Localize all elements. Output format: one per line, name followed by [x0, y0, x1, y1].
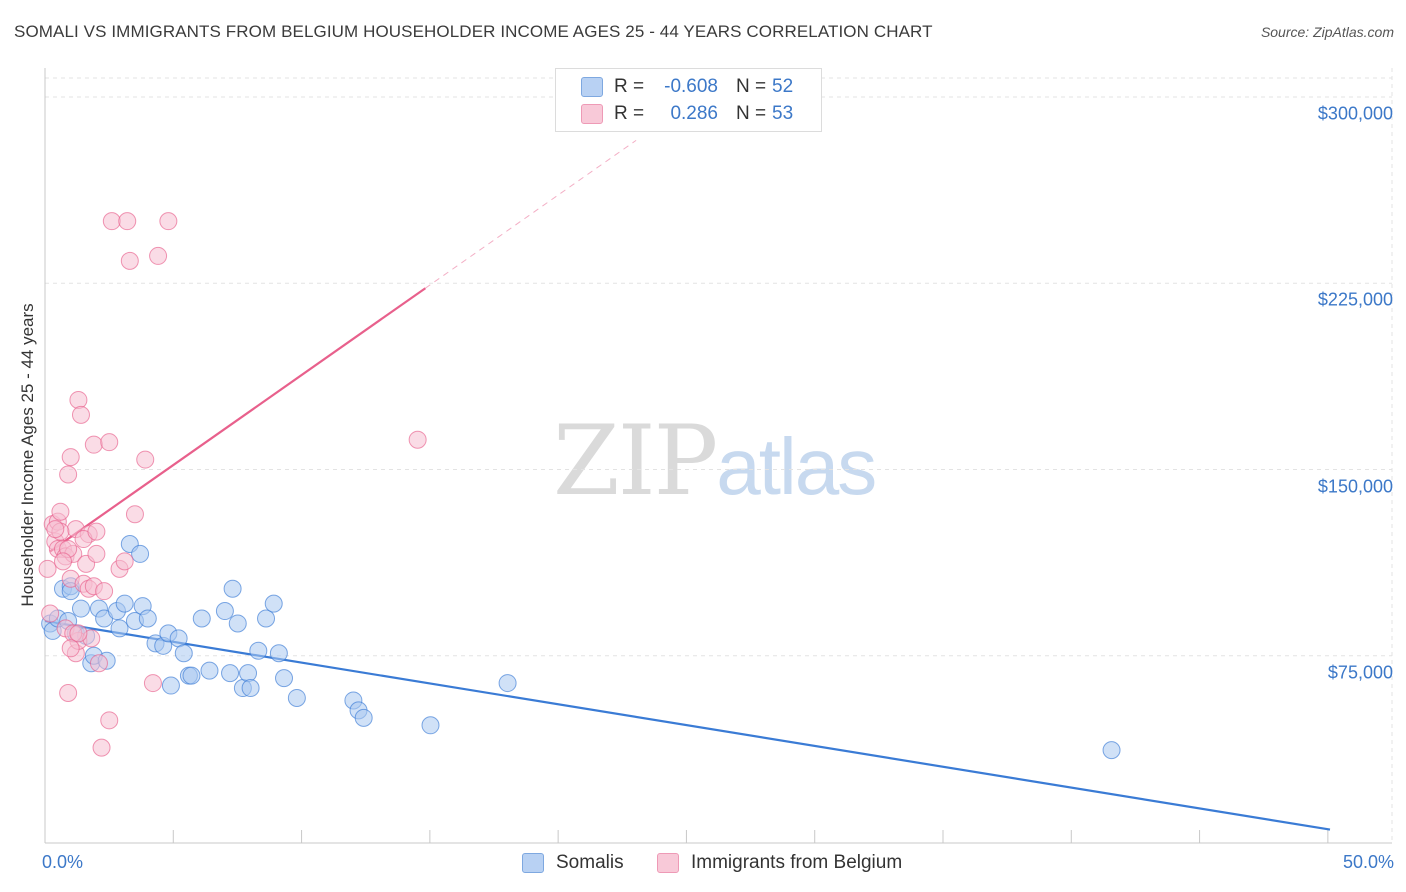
- legend-n-value: 53: [772, 103, 794, 124]
- y-tick-label: $150,000: [1317, 476, 1393, 496]
- watermark-atlas: atlas: [716, 422, 877, 511]
- point-belgium: [59, 684, 78, 702]
- point-belgium: [120, 251, 139, 270]
- trend-line-belgium: [49, 287, 426, 553]
- legend-stats: R = -0.608 N = 52 R = 0.286 N = 53: [555, 68, 822, 132]
- legend-row-belgium: R = 0.286 N = 53: [556, 101, 821, 127]
- point-belgium: [46, 520, 65, 539]
- point-somalis: [192, 609, 211, 628]
- x-tick-label-max: 50.0%: [1342, 852, 1394, 872]
- point-somalis: [228, 614, 247, 633]
- legend-swatch-somalis: [581, 77, 603, 97]
- point-belgium: [136, 450, 155, 469]
- data-points: [38, 212, 1121, 760]
- legend-label-somalis: Somalis: [556, 852, 624, 873]
- point-somalis: [275, 669, 294, 688]
- point-belgium: [51, 502, 70, 521]
- point-somalis: [354, 708, 373, 727]
- point-belgium: [53, 552, 72, 571]
- legend-r-label: R =: [614, 76, 645, 97]
- legend-n-value: 52: [772, 76, 794, 97]
- point-somalis: [138, 609, 157, 628]
- point-somalis: [215, 602, 234, 621]
- axes: [44, 68, 1392, 844]
- point-somalis: [241, 679, 260, 698]
- point-somalis: [174, 644, 193, 663]
- point-belgium: [61, 639, 80, 658]
- point-belgium: [100, 433, 119, 452]
- point-somalis: [161, 676, 180, 695]
- point-belgium: [115, 552, 134, 571]
- legend-n-label: N =: [736, 76, 767, 97]
- legend-label-belgium: Immigrants from Belgium: [691, 852, 903, 873]
- watermark-zip: ZIP: [553, 405, 718, 517]
- point-somalis: [200, 661, 219, 680]
- y-tick-label: $75,000: [1327, 662, 1393, 683]
- point-belgium: [95, 582, 114, 601]
- point-belgium: [61, 448, 80, 467]
- x-tick-label-min: 0.0%: [42, 852, 84, 872]
- legend-n-label: N =: [736, 103, 767, 124]
- legend-swatch-belgium: [657, 853, 679, 873]
- point-belgium: [408, 430, 427, 449]
- legend-row-somalis: R = -0.608 N = 52: [556, 74, 821, 100]
- point-somalis: [223, 579, 242, 598]
- point-belgium: [38, 559, 57, 578]
- point-belgium: [149, 246, 168, 265]
- legend-r-value: -0.608: [664, 76, 718, 97]
- point-somalis: [269, 644, 288, 663]
- trend-lines: [44, 139, 1331, 831]
- point-belgium: [41, 604, 60, 623]
- point-somalis: [257, 609, 276, 628]
- point-belgium: [69, 624, 88, 643]
- y-tick-label: $300,000: [1317, 103, 1393, 124]
- y-axis-label: Householder Income Ages 25 - 44 years: [18, 303, 37, 607]
- point-somalis: [115, 594, 134, 613]
- point-belgium: [118, 212, 137, 231]
- point-somalis: [287, 688, 306, 707]
- point-somalis: [498, 674, 517, 693]
- point-somalis: [221, 664, 240, 683]
- point-belgium: [102, 212, 121, 231]
- point-belgium: [125, 505, 144, 524]
- point-somalis: [110, 619, 129, 638]
- point-belgium: [159, 212, 178, 231]
- point-belgium: [84, 435, 103, 454]
- trend-extension-belgium: [425, 139, 637, 289]
- point-somalis: [1102, 741, 1121, 760]
- trend-line-somalis: [44, 619, 1331, 831]
- point-belgium: [87, 522, 106, 541]
- chart-title: SOMALI VS IMMIGRANTS FROM BELGIUM HOUSEH…: [14, 22, 933, 41]
- point-somalis: [182, 666, 201, 685]
- y-tick-label: $225,000: [1317, 289, 1393, 310]
- point-belgium: [143, 674, 162, 693]
- point-somalis: [421, 716, 440, 735]
- grid-lines: [45, 68, 1393, 842]
- point-belgium: [92, 738, 111, 757]
- point-belgium: [87, 544, 106, 563]
- point-belgium: [89, 654, 108, 673]
- watermark: ZIPatlas: [553, 405, 877, 517]
- point-belgium: [100, 711, 119, 730]
- point-belgium: [69, 390, 88, 409]
- point-somalis: [131, 544, 150, 563]
- legend-r-value: 0.286: [670, 103, 718, 124]
- legend-r-label: R =: [614, 103, 645, 124]
- point-somalis: [239, 664, 258, 683]
- legend-swatch-belgium: [581, 104, 603, 124]
- point-somalis: [249, 641, 268, 660]
- legend-swatch-somalis: [522, 853, 544, 873]
- point-somalis: [71, 599, 90, 618]
- point-somalis: [264, 594, 283, 613]
- point-belgium: [59, 465, 78, 484]
- source-label: Source: ZipAtlas.com: [1260, 24, 1394, 40]
- point-belgium: [71, 405, 90, 424]
